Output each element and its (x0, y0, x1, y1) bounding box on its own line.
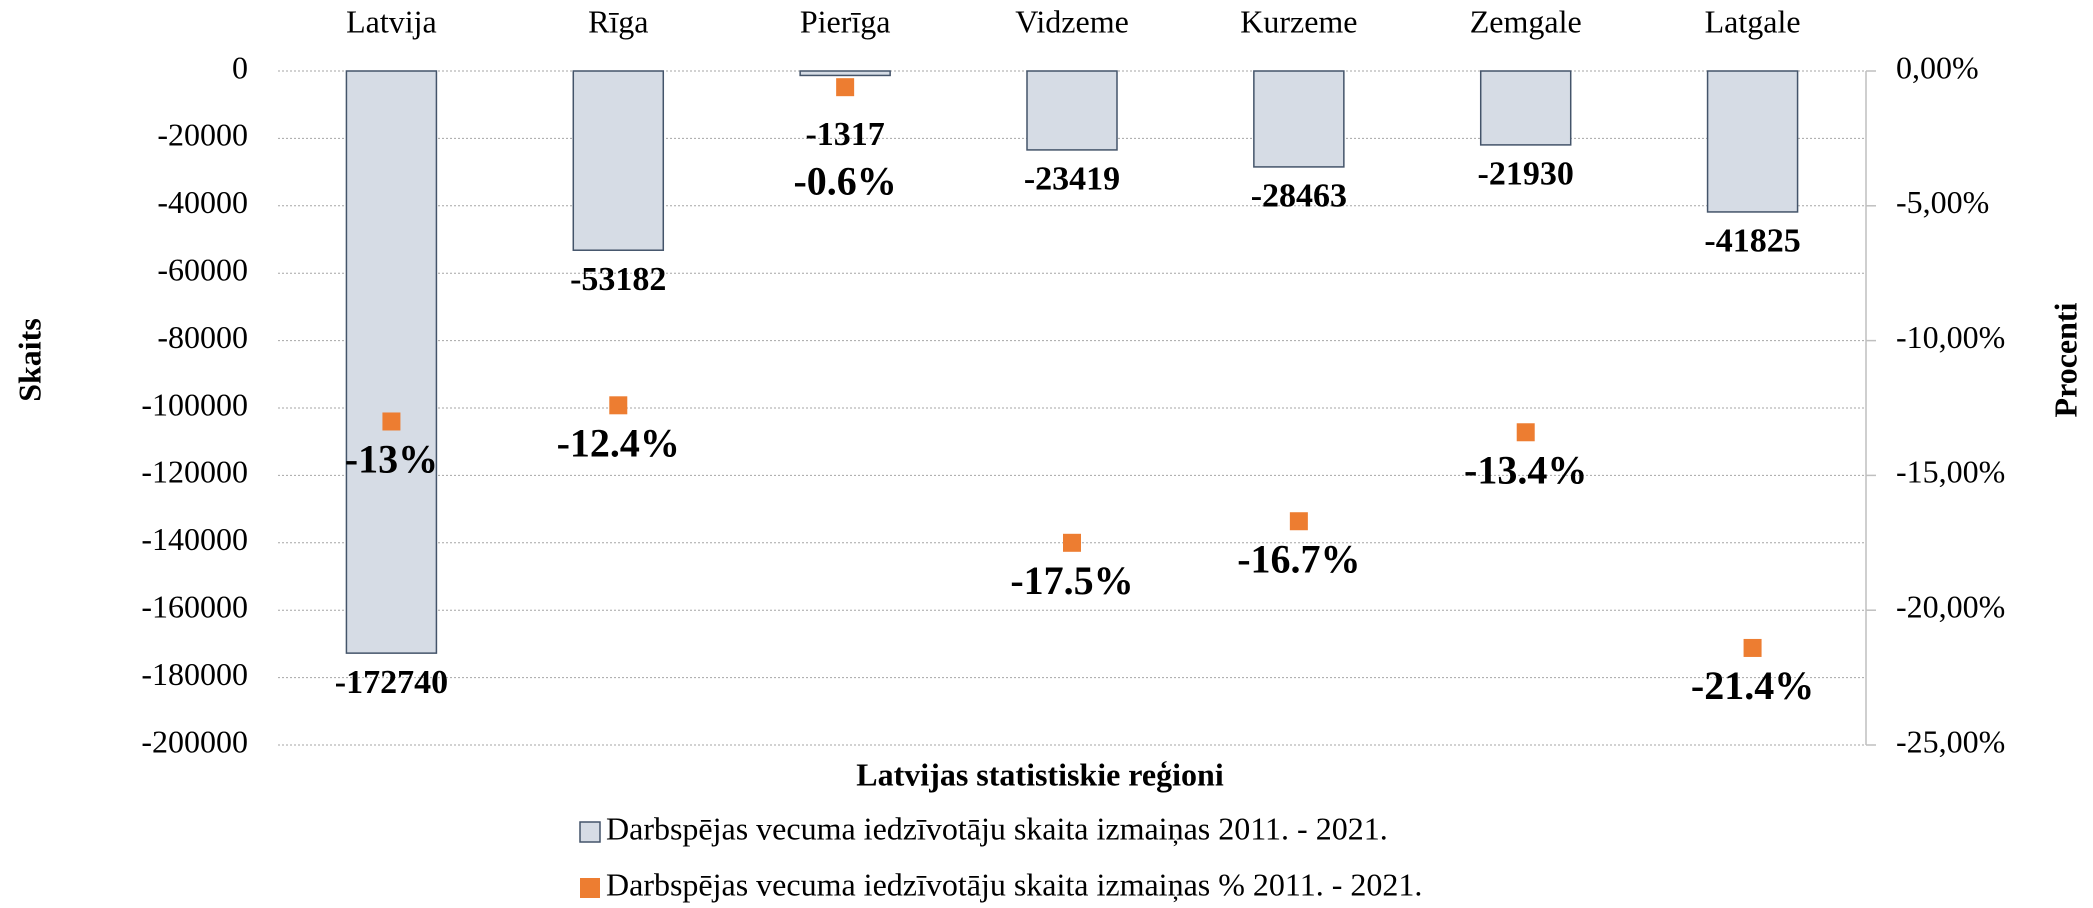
bar (799, 70, 891, 77)
bar (572, 70, 665, 251)
point-value-label: -16.7% (1237, 536, 1360, 581)
x-axis-title: Latvijas statistiskie reģioni (856, 756, 1224, 792)
bar-value-label: -23419 (1024, 161, 1120, 198)
point-value-label: -21.4% (1691, 663, 1814, 708)
y-tick-label: -20000 (157, 117, 248, 153)
x-tick-label: Pierīga (800, 3, 891, 39)
y-tick-label: -140000 (141, 521, 248, 557)
bar-value-label: -21930 (1478, 156, 1574, 193)
y2-tick-label: -10,00% (1896, 319, 2005, 355)
y2-tick-label: -25,00% (1896, 723, 2005, 759)
y-axis-title: Skaits (11, 318, 47, 402)
y2-tick-label: 0,00% (1896, 49, 1979, 85)
bar (345, 70, 438, 654)
y2-tick-label: -5,00% (1896, 184, 1989, 220)
x-tick-label: Zemgale (1470, 3, 1582, 39)
x-tick-label: Kurzeme (1240, 3, 1357, 39)
bar (1253, 70, 1345, 168)
bar (1479, 70, 1572, 146)
y-tick-label: -60000 (157, 252, 248, 288)
bar-value-label: -41825 (1704, 223, 1800, 260)
point-value-label: -13% (345, 437, 438, 482)
y-tick-label: -40000 (157, 184, 248, 220)
legend-swatch (580, 878, 600, 898)
legend-label: Darbspējas vecuma iedzīvotāju skaita izm… (606, 810, 1388, 846)
legend-label: Darbspējas vecuma iedzīvotāju skaita izm… (606, 866, 1422, 902)
marker (382, 412, 401, 431)
y-tick-label: -100000 (141, 386, 248, 422)
x-tick-label: Latgale (1705, 3, 1801, 39)
marker (1516, 423, 1535, 442)
point-value-label: -17.5% (1010, 558, 1133, 603)
marker (1743, 638, 1762, 657)
bar-value-label: -172740 (335, 664, 448, 701)
x-tick-label: Latvija (346, 3, 437, 39)
y-tick-label: -120000 (141, 454, 248, 490)
y2-tick-label: -15,00% (1896, 454, 2005, 490)
y-tick-label: -200000 (141, 723, 248, 759)
y-tick-label: -180000 (141, 656, 248, 692)
bar (1026, 70, 1118, 151)
marker (1289, 512, 1308, 531)
bar-value-label: -53182 (570, 261, 666, 298)
y-tick-label: 0 (232, 49, 248, 85)
bar (1706, 70, 1799, 213)
marker (836, 78, 855, 97)
y2-axis-title: Procenti (2047, 302, 2083, 417)
marker (1063, 533, 1081, 552)
point-value-label: -12.4% (557, 420, 680, 465)
x-tick-label: Rīga (588, 3, 648, 39)
y2-tick-label: -20,00% (1896, 589, 2005, 625)
y-tick-label: -80000 (157, 319, 248, 355)
bar-value-label: -1317 (805, 116, 884, 153)
legend-swatch (579, 821, 601, 843)
y-tick-label: -160000 (141, 589, 248, 625)
point-value-label: -13.4% (1464, 447, 1587, 492)
point-value-label: -0.6% (793, 158, 896, 203)
bar-value-label: -28463 (1251, 178, 1347, 215)
x-tick-label: Vidzeme (1015, 3, 1129, 39)
marker (609, 396, 628, 415)
